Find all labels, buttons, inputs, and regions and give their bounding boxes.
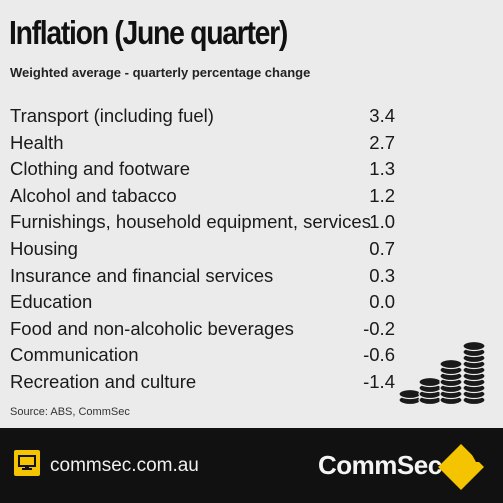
row-label: Transport (including fuel) (10, 105, 214, 126)
row-label: Housing (10, 237, 78, 259)
row-label: Health (10, 131, 64, 153)
table-row: Health 2.7 (10, 130, 395, 157)
infographic-panel: Inflation (June quarter) Weighted averag… (9, 14, 486, 418)
row-label: Food and non-alcoholic beverages (10, 317, 294, 339)
source-note: Source: ABS, CommSec (10, 406, 130, 418)
row-label: Alcohol and tabacco (10, 184, 177, 206)
page-title: Inflation (June quarter) (9, 14, 288, 51)
table-row: Recreation and culture -1.4 (10, 369, 395, 396)
inflation-table: Transport (including fuel) 3.4 Health 2.… (10, 103, 395, 396)
row-value: 0.3 (369, 264, 395, 286)
row-value: -1.4 (363, 370, 395, 392)
footer-bar: commsec.com.au CommSec (0, 428, 503, 503)
brand-name: CommSec (318, 450, 442, 480)
table-row: Furnishings, household equipment, servic… (10, 209, 395, 236)
table-row: Housing 0.7 (10, 236, 395, 263)
row-value: -0.2 (363, 317, 395, 339)
table-row: Insurance and financial services 0.3 (10, 263, 395, 290)
row-label: Communication (10, 344, 139, 366)
row-value: 1.3 (369, 158, 395, 180)
row-label: Clothing and footware (10, 158, 190, 180)
table-row: Education 0.0 (10, 289, 395, 316)
row-value: 3.4 (369, 105, 395, 126)
subtitle: Weighted average - quarterly percentage … (10, 65, 311, 80)
row-value: 1.0 (369, 211, 395, 233)
website-link[interactable]: commsec.com.au (50, 455, 199, 476)
row-value: 1.2 (369, 184, 395, 206)
table-row: Alcohol and tabacco 1.2 (10, 183, 395, 210)
row-value: -0.6 (363, 344, 395, 366)
row-value: 2.7 (369, 131, 395, 153)
table-row: Food and non-alcoholic beverages -0.2 (10, 316, 395, 343)
row-label: Furnishings, household equipment, servic… (10, 211, 371, 233)
coin-stacks-icon (398, 340, 486, 406)
table-row: Communication -0.6 (10, 342, 395, 369)
table-row: Transport (including fuel) 3.4 (10, 103, 395, 130)
row-label: Insurance and financial services (10, 264, 274, 286)
monitor-icon (14, 450, 40, 476)
table-row: Clothing and footware 1.3 (10, 156, 395, 183)
row-value: 0.7 (369, 237, 395, 259)
row-label: Education (10, 291, 93, 313)
row-value: 0.0 (369, 291, 395, 313)
commbank-diamond-logo (438, 444, 484, 490)
row-label: Recreation and culture (10, 370, 197, 392)
